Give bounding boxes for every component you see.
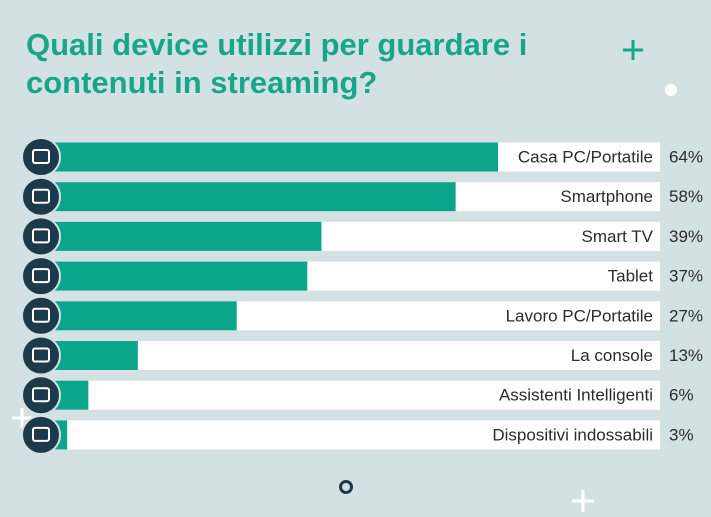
value-label: 58%: [669, 187, 703, 206]
bar: [46, 261, 308, 291]
icon-glyph: [32, 307, 50, 323]
icon: [21, 216, 61, 257]
value-label: 13%: [669, 346, 703, 365]
icon: [21, 137, 61, 177]
icon-glyph: [32, 426, 50, 442]
category-label: Tablet: [608, 267, 654, 286]
icon: [21, 335, 61, 376]
icon: [21, 414, 61, 455]
bar: [46, 301, 237, 331]
icon-glyph: [32, 387, 50, 403]
bar-track: [40, 380, 660, 410]
icon: [21, 176, 61, 217]
icon-glyph: [32, 347, 50, 363]
value-label: 64%: [669, 147, 703, 166]
category-label: Assistenti Intelligenti: [499, 386, 653, 405]
chart-title: Quali device utilizzi per guardare i con…: [26, 27, 528, 100]
category-label: La console: [571, 346, 653, 365]
category-label: Casa PC/Portatile: [518, 147, 653, 166]
icon-glyph: [32, 228, 50, 244]
category-label: Smartphone: [560, 187, 653, 206]
icon-glyph: [32, 188, 50, 204]
value-label: 37%: [669, 267, 703, 286]
bar: [46, 142, 498, 172]
category-label: Smart TV: [582, 227, 654, 246]
icon-glyph: [32, 268, 50, 284]
bar: [46, 182, 456, 212]
category-label: Dispositivi indossabili: [492, 425, 653, 444]
bar: [46, 221, 322, 251]
icon: [21, 256, 61, 297]
value-label: 3%: [669, 425, 694, 444]
value-label: 39%: [669, 227, 703, 246]
value-label: 27%: [669, 306, 703, 325]
bar-track: [40, 341, 660, 370]
icon-glyph: [32, 149, 50, 164]
icon: [21, 375, 61, 416]
category-label: Lavoro PC/Portatile: [506, 306, 653, 325]
value-label: 6%: [669, 386, 694, 405]
decoration: [12, 40, 677, 512]
bar-track: [40, 420, 660, 450]
icon: [21, 295, 61, 336]
bar: [46, 341, 138, 370]
